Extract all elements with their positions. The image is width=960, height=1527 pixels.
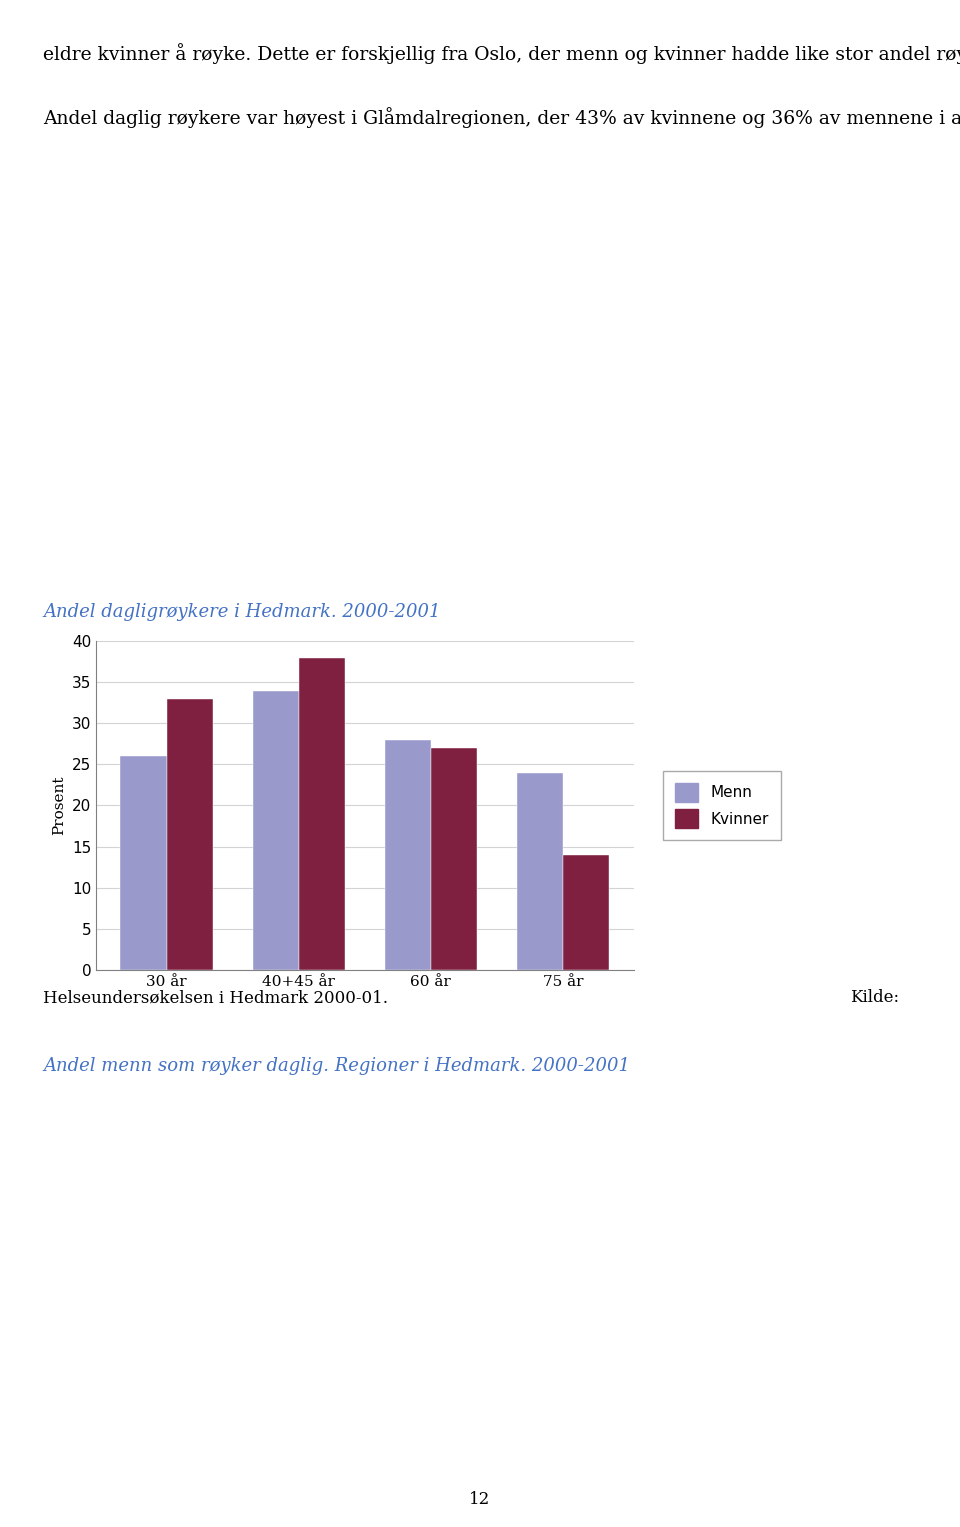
Bar (431, 748, 477, 970)
Y-axis label: Prosent: Prosent (52, 776, 66, 835)
Bar (120, 756, 167, 970)
Bar (252, 690, 299, 970)
Text: Andel daglig røykere var høyest i Glåmdalregionen, der 43% av kvinnene og 36% av: Andel daglig røykere var høyest i Glåmda… (43, 107, 960, 128)
Text: Kilde:: Kilde: (850, 989, 899, 1006)
Text: Andel dagligrøykere i Hedmark. 2000-2001: Andel dagligrøykere i Hedmark. 2000-2001 (43, 603, 441, 621)
Bar (167, 699, 213, 970)
Bar (516, 773, 563, 970)
Bar (563, 855, 610, 970)
Text: 12: 12 (469, 1490, 491, 1509)
Text: Andel menn som røyker daglig. Regioner i Hedmark. 2000-2001: Andel menn som røyker daglig. Regioner i… (43, 1057, 630, 1075)
Legend: Menn, Kvinner: Menn, Kvinner (662, 771, 780, 840)
Bar (299, 658, 345, 970)
Text: eldre kvinner å røyke. Dette er forskjellig fra Oslo, der menn og kvinner hadde : eldre kvinner å røyke. Dette er forskjel… (43, 43, 960, 64)
Text: Helseundersøkelsen i Hedmark 2000-01.: Helseundersøkelsen i Hedmark 2000-01. (43, 989, 388, 1006)
Bar (385, 739, 431, 970)
